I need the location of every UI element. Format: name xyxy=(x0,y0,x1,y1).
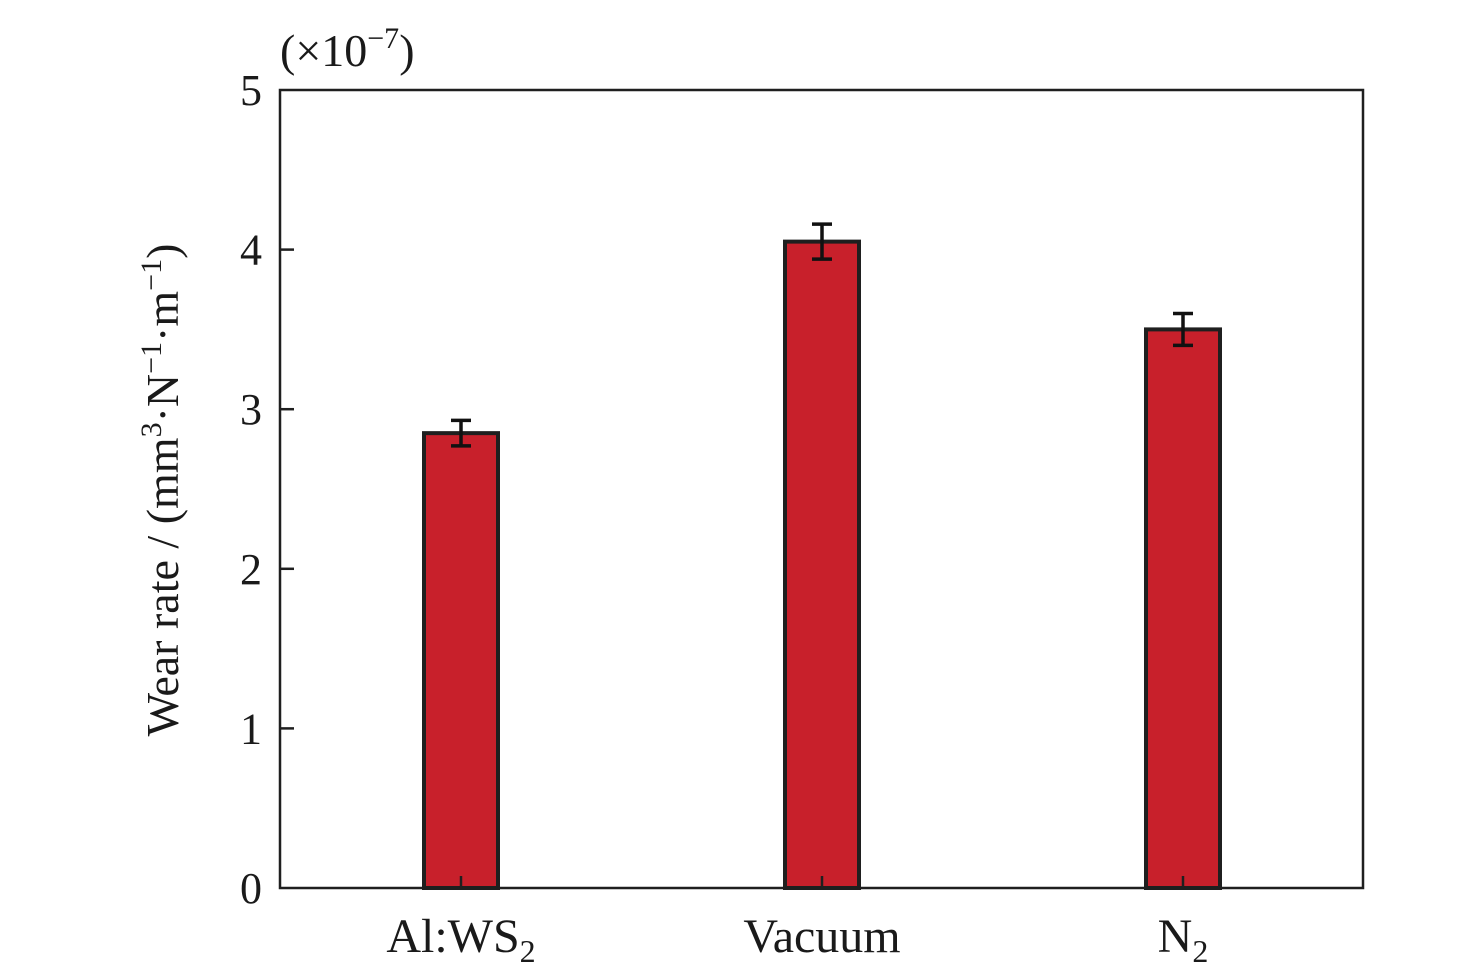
bar xyxy=(422,431,500,890)
scale-note-prefix: (×10 xyxy=(280,25,367,76)
y-tick-label: 1 xyxy=(240,704,262,753)
scale-note-exponent: −7 xyxy=(367,22,399,55)
x-axis-labels: Al:WS2 Vacuum N2 xyxy=(386,910,1208,969)
bar xyxy=(1144,327,1222,890)
y-tick-label: 3 xyxy=(240,385,262,434)
y-axis-ticks: 0 1 2 3 4 5 xyxy=(240,66,294,913)
x-category-label: Al:WS2 xyxy=(386,910,535,969)
x-category-label: Vacuum xyxy=(743,910,900,963)
y-scale-note: (×10−7) xyxy=(280,22,415,76)
y-tick-label: 5 xyxy=(240,66,262,115)
y-axis-title: Wear rate / (mm3·N−1·m−1) xyxy=(135,244,188,737)
bars-group xyxy=(422,222,1222,890)
y-tick-label: 0 xyxy=(240,864,262,913)
y-tick-label: 2 xyxy=(240,545,262,594)
x-category-label: N2 xyxy=(1158,910,1209,969)
bar xyxy=(783,239,861,890)
y-tick-label: 4 xyxy=(240,226,262,275)
scale-note-suffix: ) xyxy=(399,25,414,76)
